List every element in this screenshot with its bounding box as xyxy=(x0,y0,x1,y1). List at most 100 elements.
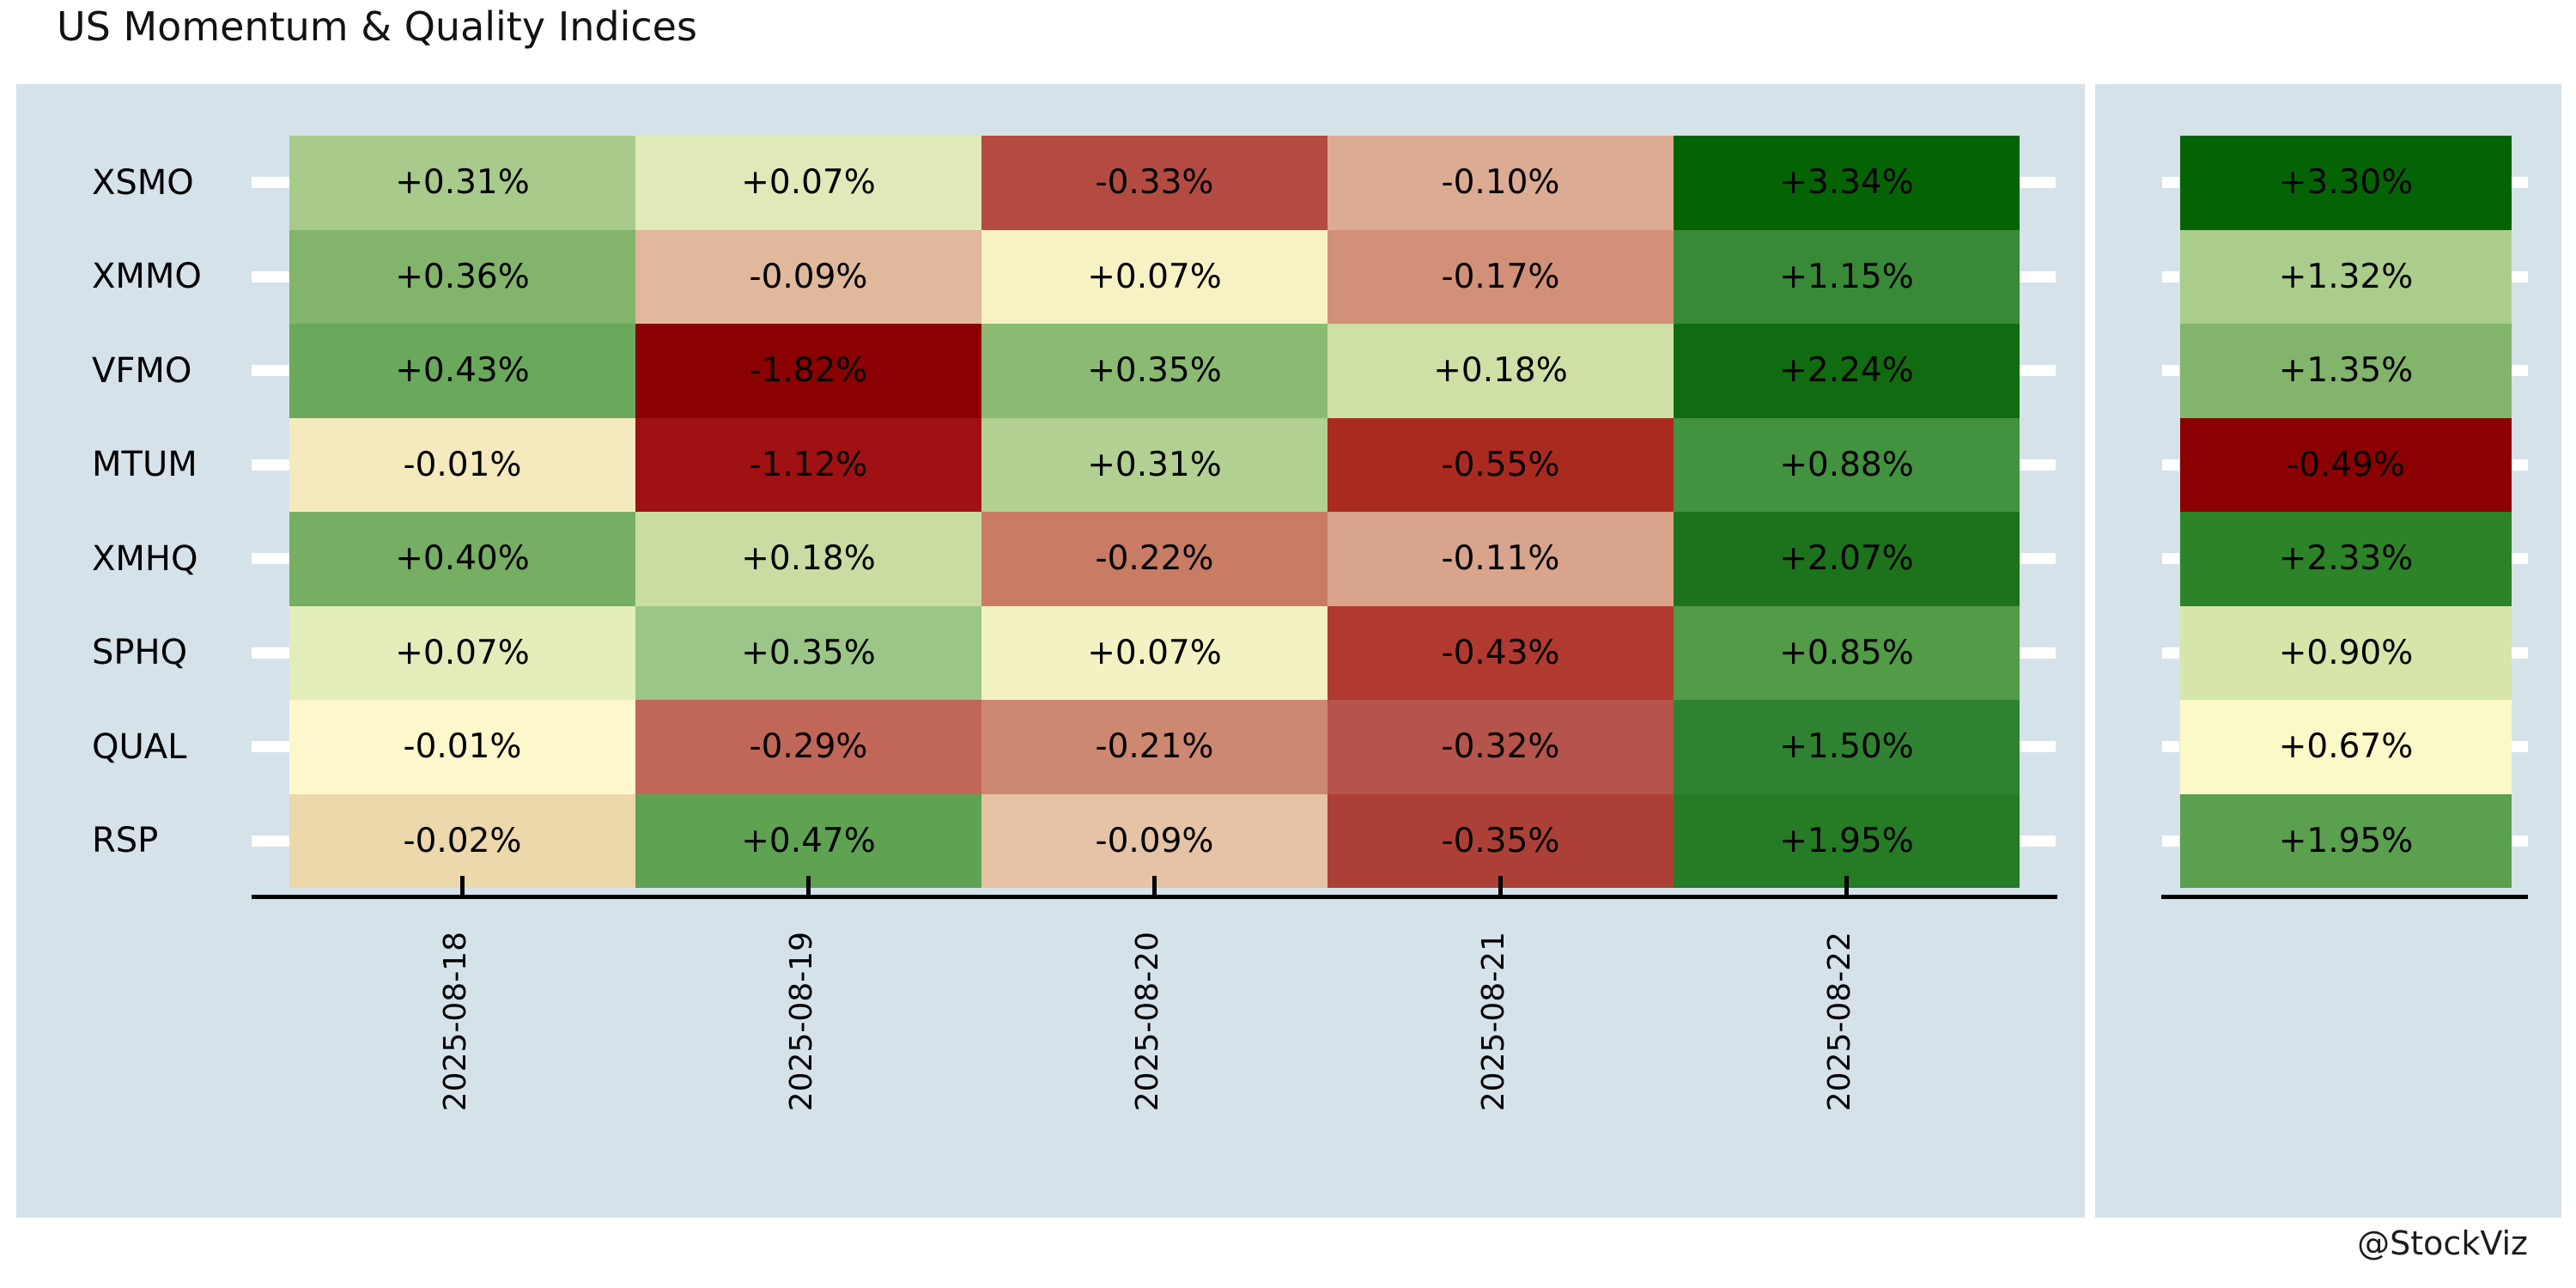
heatmap-cell: +0.36% xyxy=(289,229,635,324)
axis-tick xyxy=(1844,876,1849,895)
row-tick xyxy=(2020,365,2056,377)
heatmap-cell: -0.09% xyxy=(981,793,1327,888)
row-tick xyxy=(2020,270,2056,283)
summary-cell: +1.32% xyxy=(2180,229,2512,324)
row-label: RSP xyxy=(92,821,159,861)
heatmap-cell: -0.01% xyxy=(289,417,635,512)
row-tick xyxy=(252,741,289,753)
row-label: XMMO xyxy=(92,257,202,297)
heatmap-cell: +3.34% xyxy=(1674,136,2020,230)
x-axis-label: 2025-08-22 xyxy=(1822,932,1857,1146)
heatmap-cell: +0.31% xyxy=(289,136,635,230)
x-axis-label-text: 2025-08-21 xyxy=(1476,932,1511,1112)
x-axis-label: 2025-08-18 xyxy=(438,932,473,1146)
row-tick xyxy=(2512,741,2528,753)
row-tick xyxy=(2020,553,2056,565)
heatmap-cell: +0.07% xyxy=(635,136,981,230)
row-tick xyxy=(2162,365,2179,377)
row-tick xyxy=(252,553,289,565)
heatmap-cell: -1.12% xyxy=(635,417,981,512)
heatmap-cell: -0.32% xyxy=(1327,700,1674,794)
summary-cell: +3.30% xyxy=(2180,136,2512,230)
row-tick xyxy=(2512,270,2528,283)
summary-axis-line xyxy=(2161,895,2528,899)
heatmap-cell: +0.35% xyxy=(635,605,981,700)
axis-tick xyxy=(1498,876,1503,895)
heatmap-cell: -0.21% xyxy=(981,700,1327,794)
x-axis-label-text: 2025-08-20 xyxy=(1130,932,1165,1112)
row-label: MTUM xyxy=(92,445,197,485)
heatmap-cell: +0.18% xyxy=(1327,324,1674,418)
heatmap-cell: -0.29% xyxy=(635,700,981,794)
row-tick xyxy=(2512,459,2528,471)
heatmap-cell: +0.85% xyxy=(1674,605,2020,700)
heatmap-cell: -0.17% xyxy=(1327,229,1674,324)
heatmap-cell: +0.35% xyxy=(981,324,1327,418)
heatmap-cell: -0.35% xyxy=(1327,793,1674,888)
summary-cell: +2.33% xyxy=(2180,512,2512,606)
heatmap-cell: +0.43% xyxy=(289,324,635,418)
row-tick xyxy=(2162,177,2179,189)
summary-cell: +1.95% xyxy=(2180,793,2512,888)
heatmap-cell: +1.50% xyxy=(1674,700,2020,794)
x-axis-label-text: 2025-08-22 xyxy=(1822,932,1857,1112)
heatmap-cell: +0.31% xyxy=(981,417,1327,512)
row-tick xyxy=(2162,835,2179,847)
row-label: SPHQ xyxy=(92,633,188,673)
heatmap-cell: +0.40% xyxy=(289,512,635,606)
axis-tick xyxy=(1152,876,1157,895)
heatmap-cell: -0.33% xyxy=(981,136,1327,230)
heatmap-cell: +0.88% xyxy=(1674,417,2020,512)
x-axis-label-text: 2025-08-18 xyxy=(438,932,473,1112)
axis-tick xyxy=(460,876,465,895)
heatmap-cell: -0.22% xyxy=(981,512,1327,606)
row-tick xyxy=(252,270,289,283)
heatmap-cell: -0.43% xyxy=(1327,605,1674,700)
row-tick xyxy=(2162,741,2179,753)
heatmap-cell: -0.01% xyxy=(289,700,635,794)
heatmap-cell: +2.07% xyxy=(1674,512,2020,606)
row-tick xyxy=(252,365,289,377)
row-tick xyxy=(2162,459,2179,471)
row-tick xyxy=(2162,270,2179,283)
heatmap-cell: +1.15% xyxy=(1674,229,2020,324)
row-tick xyxy=(2512,177,2528,189)
heatmap-cell: -0.10% xyxy=(1327,136,1674,230)
row-tick xyxy=(2512,647,2528,659)
axis-tick xyxy=(806,876,811,895)
heatmap-cell: +0.07% xyxy=(981,229,1327,324)
row-tick xyxy=(2512,835,2528,847)
heatmap-cell: +0.18% xyxy=(635,512,981,606)
row-tick xyxy=(252,647,289,659)
summary-cell: +1.35% xyxy=(2180,324,2512,418)
heatmap-cell: +2.24% xyxy=(1674,324,2020,418)
row-tick xyxy=(2162,553,2179,565)
heatmap-cell: +0.07% xyxy=(289,605,635,700)
summary-cell: +0.67% xyxy=(2180,700,2512,794)
row-tick xyxy=(2020,177,2056,189)
row-tick xyxy=(252,459,289,471)
row-label: XMHQ xyxy=(92,538,198,579)
heatmap-cell: -1.82% xyxy=(635,324,981,418)
heatmap-cell: -0.09% xyxy=(635,229,981,324)
row-tick xyxy=(2020,835,2056,847)
summary-cell: +0.90% xyxy=(2180,605,2512,700)
heatmap-cell: +1.95% xyxy=(1674,793,2020,888)
watermark: @StockViz xyxy=(2357,1224,2528,1262)
x-axis-label: 2025-08-19 xyxy=(784,932,819,1146)
row-label: VFMO xyxy=(92,350,192,391)
row-tick xyxy=(2512,365,2528,377)
x-axis-label: 2025-08-21 xyxy=(1476,932,1511,1146)
heatmap-cell: +0.07% xyxy=(981,605,1327,700)
row-tick xyxy=(2020,741,2056,753)
chart-title: US Momentum & Quality Indices xyxy=(57,3,697,50)
x-axis-label: 2025-08-20 xyxy=(1130,932,1165,1146)
heatmap-cell: -0.55% xyxy=(1327,417,1674,512)
heatmap-cell: -0.11% xyxy=(1327,512,1674,606)
heatmap-cell: -0.02% xyxy=(289,793,635,888)
row-tick xyxy=(252,177,289,189)
row-tick xyxy=(2162,647,2179,659)
row-label: QUAL xyxy=(92,726,187,767)
row-label: XSMO xyxy=(92,162,194,203)
